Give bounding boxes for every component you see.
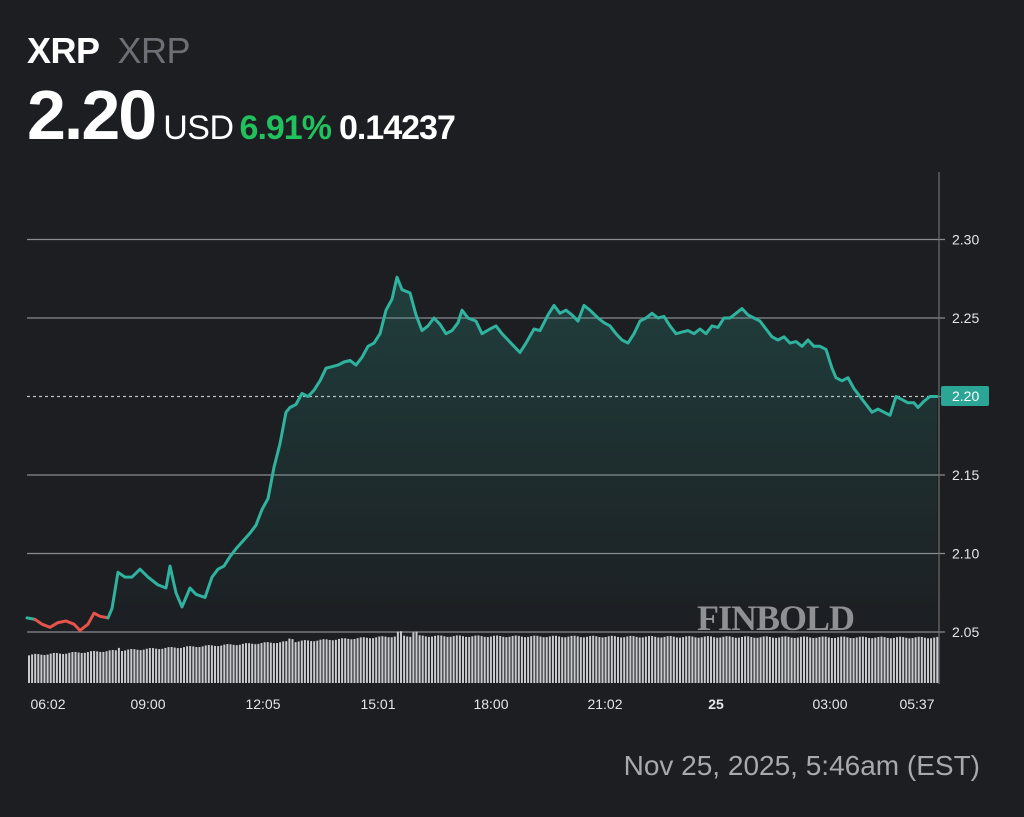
quote-header: XRP XRP 2.20 USD 6.91% 0.14237	[27, 30, 456, 154]
x-tick-label: 12:05	[245, 696, 280, 712]
svg-text:2.20: 2.20	[952, 388, 979, 404]
y-tick-label: 2.25	[952, 310, 979, 326]
y-tick-label: 2.05	[952, 624, 979, 640]
x-tick-label: 15:01	[360, 696, 395, 712]
y-tick-label: 2.30	[952, 232, 979, 248]
finbold-watermark: FINBOLD	[697, 598, 855, 638]
currency-label: USD	[163, 109, 234, 147]
change-value: 0.14237	[338, 109, 456, 147]
y-tick-label: 2.15	[952, 467, 979, 483]
timestamp: Nov 25, 2025, 5:46am (EST)	[623, 750, 980, 781]
x-tick-label: 21:02	[587, 696, 622, 712]
symbol-row: XRP XRP	[27, 30, 455, 72]
volume-bars	[28, 631, 939, 683]
current-price-tag: 2.20	[941, 386, 989, 406]
symbol-subtitle: XRP	[117, 30, 191, 71]
x-tick-label: 06:02	[30, 696, 65, 712]
change-percent: 6.91%	[239, 109, 332, 147]
x-tick-label: 05:37	[899, 696, 934, 712]
price-area-fill	[27, 277, 937, 632]
x-tick-label: 03:00	[812, 696, 847, 712]
x-axis-labels: 06:02 09:00 12:05 15:01 18:00 21:02 25 03:00 05:…	[30, 696, 934, 712]
price-line	[25, 275, 939, 632]
y-axis-labels: 2.30 2.25 2.15 2.10 2.05	[952, 232, 979, 641]
x-tick-label: 18:00	[473, 696, 508, 712]
x-tick-label: 09:00	[130, 696, 165, 712]
x-tick-label: 25	[708, 696, 724, 712]
price-row: 2.20 USD 6.91% 0.14237	[27, 76, 456, 154]
current-price: 2.20	[27, 76, 157, 154]
symbol-title: XRP	[27, 30, 100, 71]
y-tick-label: 2.10	[952, 546, 979, 562]
